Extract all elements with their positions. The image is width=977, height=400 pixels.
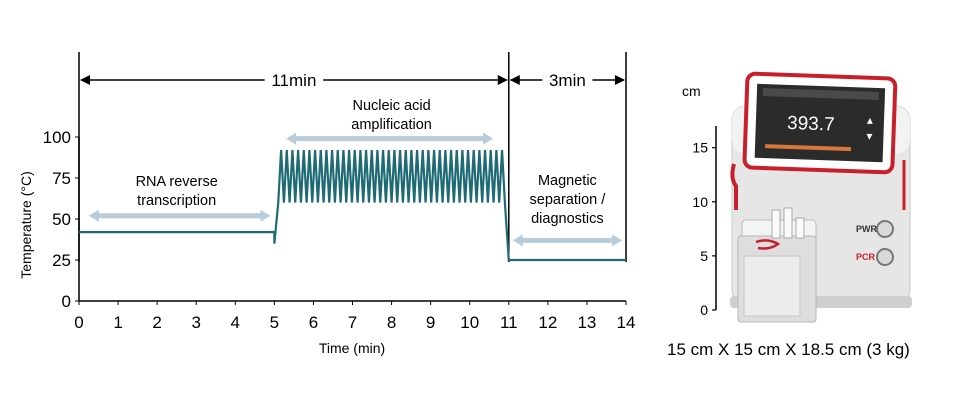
pwr-label: PWR [856,224,877,234]
duration-annotations: 11min 3min [78,52,627,262]
scale-ticks: 0 5 10 15 [692,140,716,318]
x-tick-label: 4 [231,313,240,332]
x-tick-label: 7 [348,313,357,332]
x-axis-label: Time (min) [319,340,385,356]
y-axis-label: Temperature (°C) [18,171,34,279]
cartridge-logo [755,239,781,250]
screen-arrow-down-icon: ▼ [864,132,874,143]
scale-unit-label: cm [682,83,701,99]
duration-arrowhead-right [615,75,625,85]
scale-tick-label: 0 [700,302,708,318]
stage-arrow-3 [512,234,623,247]
pcr-device-illustration: cm 0 5 10 15 393.7 ▲ ▼ PWR PCR [682,71,912,323]
x-tick-label: 1 [113,313,122,332]
temperature-series-line [79,150,626,262]
screen-readout: 393.7 [787,113,835,136]
stage-label: transcription [137,193,216,209]
duration-arrowhead-right [497,75,508,85]
pwr-button [876,220,894,238]
x-tick-label: 2 [152,313,161,332]
stage-arrow-1 [88,209,271,222]
stage-label: amplification [351,117,432,133]
stage-label: diagnostics [531,211,604,227]
duration-label-1: 11min [271,71,316,90]
pcr-button-group: PCR [856,248,894,266]
pwr-button-group: PWR [856,220,894,238]
device-screen: 393.7 ▲ ▼ [742,71,898,175]
stage-label: Magnetic [538,173,597,189]
cartridge-front [743,255,801,317]
scale-tick-label: 5 [700,248,708,264]
stage-arrow-2 [286,132,494,145]
tube-1 [771,209,781,239]
y-tick-label: 50 [52,210,71,229]
scale-tick-label: 10 [692,194,708,210]
y-tick-label: 100 [43,128,71,147]
duration-arrowhead-left [80,75,90,85]
x-tick-label: 13 [577,313,596,332]
pcr-button [876,248,894,266]
x-tick-label: 8 [387,313,396,332]
duration-arrowhead-left [509,75,520,85]
screen-arrow-icon: ▲ [865,116,875,127]
duration-label-2: 3min [549,71,586,90]
x-tick-label: 9 [426,313,435,332]
x-tick-label: 11 [500,313,518,332]
x-tick-label: 14 [617,313,636,332]
accent-stripe [730,163,738,210]
x-tick-label: 6 [309,313,318,332]
x-tick-label: 3 [191,313,200,332]
x-tick-label: 10 [460,313,479,332]
x-tick-label: 12 [538,313,557,332]
y-tick-label: 25 [52,251,71,270]
x-tick-label: 0 [74,313,83,332]
pcr-label: PCR [856,252,876,262]
tube-2 [783,207,793,239]
y-tick-label: 75 [52,169,71,188]
stage-label: separation / [530,192,607,208]
stage-label: Nucleic acid [352,98,430,114]
device-dimensions-caption: 15 cm X 15 cm X 18.5 cm (3 kg) [667,340,910,359]
y-tick-label: 0 [62,292,71,311]
stage-arrows [88,132,623,247]
x-tick-label: 5 [270,313,279,332]
stage-label: RNA reverse [136,174,218,190]
temperature-profile-chart: 11min 3min RNA reverse transcription Nuclei… [18,52,636,356]
tube-3 [795,217,805,239]
stage-labels: RNA reverse transcription Nucleic acid ampl… [136,98,607,227]
scale-tick-label: 15 [692,140,708,156]
